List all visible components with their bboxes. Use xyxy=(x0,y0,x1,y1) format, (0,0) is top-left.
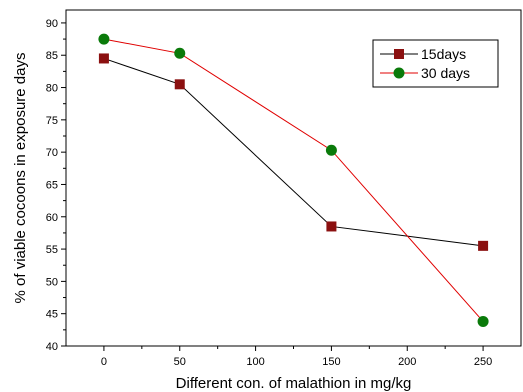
y-tick-label: 55 xyxy=(46,244,58,256)
data-point xyxy=(98,33,110,45)
series-line-1 xyxy=(103,38,484,322)
y-tick-label: 80 xyxy=(46,83,58,95)
legend-marker xyxy=(394,49,404,59)
legend: 15days 30 days xyxy=(372,39,499,88)
data-point xyxy=(174,79,185,90)
y-tick-label: 45 xyxy=(46,309,58,321)
data-point xyxy=(478,240,489,251)
data-point xyxy=(325,144,337,156)
y-tick-label: 90 xyxy=(46,18,58,30)
x-tick-label: 250 xyxy=(474,356,492,368)
y-axis-ticks: 40 45 50 55 60 65 70 75 80 85 90 xyxy=(46,18,66,353)
legend-marker xyxy=(393,67,405,79)
y-tick-label: 65 xyxy=(46,179,58,191)
x-tick-label: 0 xyxy=(101,356,107,368)
y-tick-label: 70 xyxy=(46,147,58,159)
y-tick-label: 60 xyxy=(46,212,58,224)
series-lines xyxy=(103,38,484,322)
x-axis-ticks: 0 50 100 150 200 250 xyxy=(101,346,492,368)
y-tick-label: 75 xyxy=(46,115,58,127)
legend-label: 30 days xyxy=(421,65,470,81)
legend-label: 15days xyxy=(421,46,466,62)
y-tick-label: 50 xyxy=(46,276,58,288)
data-point xyxy=(326,221,337,232)
data-point xyxy=(477,315,489,327)
series-markers xyxy=(98,33,489,327)
plot-frame xyxy=(65,9,522,347)
x-axis-title: Different con. of malathion in mg/kg xyxy=(176,375,412,392)
legend-box xyxy=(372,39,499,88)
y-tick-label: 40 xyxy=(46,341,58,353)
data-point xyxy=(98,53,109,64)
x-tick-label: 50 xyxy=(174,356,186,368)
y-tick-label: 85 xyxy=(46,50,58,62)
x-tick-label: 150 xyxy=(322,356,340,368)
x-tick-label: 200 xyxy=(398,356,416,368)
x-tick-label: 100 xyxy=(246,356,264,368)
y-axis-title: % of viable cocoons in exposure days xyxy=(12,53,29,304)
data-point xyxy=(174,47,186,59)
